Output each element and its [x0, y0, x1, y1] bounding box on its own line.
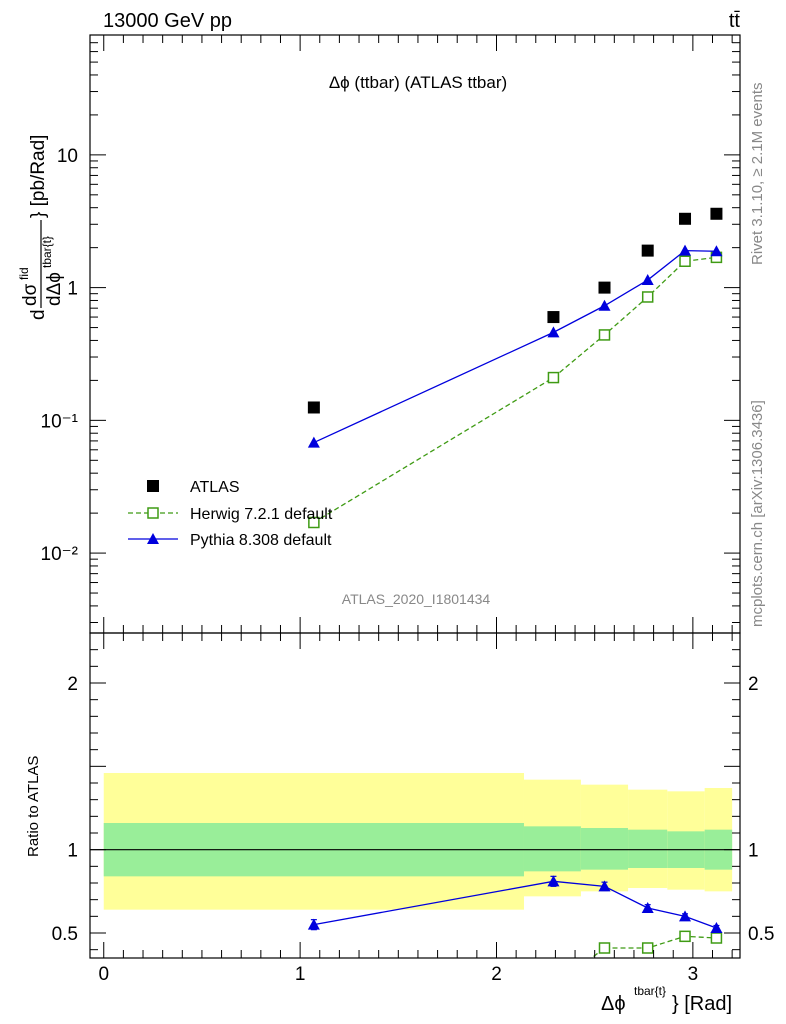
- ratio-plot-panel: 2 2 1 1 0.5 0.5 0 1 2 3 Ratio to ATLAS Δϕ tbar{t…: [25, 632, 775, 1015]
- main-series-layer: [307, 207, 723, 529]
- x-label-unit: } [Rad]: [672, 993, 732, 1015]
- herwig-point: [598, 329, 611, 341]
- y-label-d: d: [28, 309, 49, 320]
- legend-pythia-label: Pythia 8.308 default: [190, 532, 332, 549]
- x-label-tbar: tbar{t}: [634, 984, 666, 998]
- y-label-fid: fid: [17, 267, 31, 280]
- pythia-ratio-point: [679, 910, 692, 922]
- main-y-tick-labels: 10 1 10⁻¹ 10⁻²: [41, 146, 79, 565]
- ratio-y-axis-label: Ratio to ATLAS: [25, 756, 42, 857]
- atlas-point: [679, 212, 692, 225]
- herwig-ratio-point: [598, 942, 611, 954]
- ratio-y-tick-label-right: 2: [748, 674, 759, 695]
- ratio-series-layer: [307, 875, 723, 958]
- pythia-ratio-point: [598, 880, 611, 892]
- pythia-point: [710, 245, 723, 257]
- main-y-axis-label: d dσ fid dΔϕ tbar{t} } [pb/Rad]: [17, 135, 65, 320]
- main-y-tick-label: 1: [67, 279, 78, 300]
- y-label-ddphi: dΔϕ: [44, 272, 65, 306]
- ratio-y-tick-label-left: 1: [67, 841, 78, 862]
- herwig-ratio-point: [641, 942, 654, 954]
- pythia-ratio-point: [710, 922, 723, 933]
- x-tick-label: 1: [295, 964, 306, 985]
- x-tick-label: 2: [491, 964, 502, 985]
- legend-herwig-label: Herwig 7.2.1 default: [190, 506, 333, 523]
- pythia-ratio-point: [641, 902, 654, 913]
- main-y-tick-label: 10⁻²: [41, 544, 79, 565]
- ratio-y-tick-labels: 2 2 1 1 0.5 0.5: [52, 674, 775, 945]
- analysis-id: ATLAS_2020_I1801434: [342, 591, 491, 607]
- legend: ATLAS Herwig 7.2.1 default Pythia 8.308 …: [128, 479, 333, 549]
- x-label-dphi: Δϕ: [601, 993, 626, 1015]
- pythia-point: [598, 299, 611, 311]
- mcplots-label: mcplots.cern.ch [arXiv:1306.3436]: [749, 400, 766, 627]
- ratio-ticks: [90, 632, 740, 958]
- pythia-ratio-point: [547, 875, 560, 887]
- atlas-point: [710, 207, 723, 220]
- atlas-point: [307, 401, 320, 414]
- y-label-dsigma: dσ: [20, 283, 41, 306]
- x-tick-label: 0: [98, 964, 109, 985]
- ratio-y-tick-label-right: 1: [748, 841, 759, 862]
- ratio-frame: [89, 632, 741, 959]
- main-ticks: [90, 34, 740, 633]
- legend-atlas-marker: [147, 480, 159, 492]
- atlas-point: [547, 311, 560, 324]
- y-label-unit: } [pb/Rad]: [28, 135, 49, 218]
- herwig-ratio-point: [710, 932, 723, 944]
- process-label: tt̄: [729, 10, 741, 32]
- ratio-x-tick-labels: 0 1 2 3: [98, 964, 698, 985]
- plot-title: Δϕ (ttbar) (ATLAS ttbar): [329, 73, 507, 92]
- ratio-y-tick-label-left: 2: [67, 674, 78, 695]
- ratio-y-tick-label-right: 0.5: [748, 924, 774, 945]
- herwig-point: [547, 371, 560, 384]
- ratio-y-tick-label-left: 0.5: [52, 924, 78, 945]
- legend-pythia-marker: [147, 533, 159, 544]
- pythia-point: [547, 326, 560, 338]
- main-plot-panel: Δϕ (ttbar) (ATLAS ttbar) 10 1 10⁻¹ 10⁻² ATL…: [17, 34, 741, 634]
- main-y-tick-label: 10: [57, 146, 78, 167]
- pythia-point: [307, 436, 320, 448]
- herwig-ratio-point: [679, 930, 691, 943]
- herwig-ratio-line: [604, 935, 717, 949]
- stat-uncertainty-band: [628, 829, 668, 868]
- legend-atlas-label: ATLAS: [190, 479, 240, 496]
- stat-uncertainty-band: [523, 826, 581, 872]
- pythia-line: [313, 249, 717, 444]
- energy-label: 13000 GeV pp: [103, 10, 232, 32]
- pythia-ratio-point: [307, 918, 320, 930]
- pythia-ratio-line: [313, 880, 717, 929]
- herwig-point: [308, 516, 320, 529]
- rivet-label: Rivet 3.1.10, ≥ 2.1M events: [749, 83, 766, 266]
- stat-uncertainty-band: [580, 828, 629, 870]
- herwig-point: [679, 255, 691, 267]
- atlas-point: [641, 244, 654, 257]
- main-y-tick-label: 10⁻¹: [41, 411, 79, 432]
- herwig-point: [641, 291, 654, 303]
- pythia-point: [641, 274, 654, 286]
- x-axis-label: Δϕ tbar{t} } [Rad]: [601, 984, 732, 1015]
- y-label-tbar: tbar{t}: [40, 236, 54, 268]
- x-tick-label: 3: [688, 964, 699, 985]
- pythia-point: [679, 244, 692, 256]
- atlas-point: [598, 281, 611, 294]
- legend-herwig-marker: [147, 507, 159, 519]
